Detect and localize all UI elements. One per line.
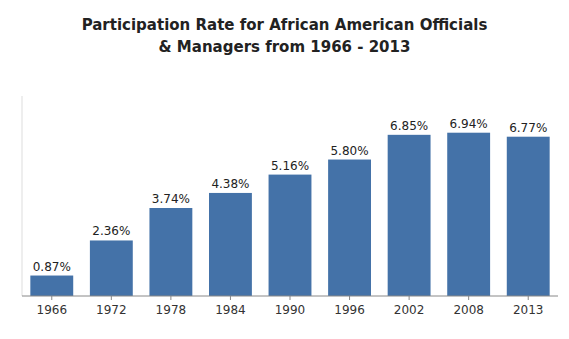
bar <box>149 208 192 296</box>
data-label: 5.16% <box>271 159 309 173</box>
background <box>0 0 569 339</box>
x-tick-label: 2008 <box>453 303 484 317</box>
x-tick-label: 1978 <box>156 303 187 317</box>
data-label: 6.85% <box>390 119 428 133</box>
bar <box>209 193 252 296</box>
x-tick <box>230 296 231 300</box>
x-tick <box>170 296 171 300</box>
x-tick-label: 1984 <box>215 303 246 317</box>
bar <box>90 240 133 296</box>
x-tick-label: 1966 <box>37 303 68 317</box>
data-label: 4.38% <box>211 177 249 191</box>
title-line: Participation Rate for African American … <box>82 16 488 34</box>
bar <box>447 133 490 296</box>
x-tick <box>290 296 291 300</box>
data-label: 3.74% <box>152 192 190 206</box>
x-tick <box>51 296 52 300</box>
x-tick <box>468 296 469 300</box>
x-tick <box>349 296 350 300</box>
data-label: 6.94% <box>450 117 488 131</box>
x-tick-label: 1990 <box>275 303 306 317</box>
x-tick <box>528 296 529 300</box>
title-line: & Managers from 1966 - 2013 <box>159 38 411 56</box>
bar <box>507 137 550 296</box>
bar <box>328 160 371 296</box>
x-tick-label: 1972 <box>96 303 127 317</box>
x-tick-label: 2002 <box>394 303 425 317</box>
data-label: 6.77% <box>509 121 547 135</box>
x-tick-label: 2013 <box>513 303 544 317</box>
title: Participation Rate for African American … <box>82 16 488 56</box>
chart: Participation Rate for African American … <box>0 0 569 339</box>
bars <box>30 133 549 296</box>
data-label: 5.80% <box>330 144 368 158</box>
x-tick-label: 1996 <box>334 303 365 317</box>
x-tick <box>111 296 112 300</box>
bar <box>30 276 73 296</box>
x-tick <box>409 296 410 300</box>
y-axis-line <box>22 96 23 296</box>
data-label: 2.36% <box>92 224 130 238</box>
bar <box>269 175 312 296</box>
bar <box>388 135 431 296</box>
data-label: 0.87% <box>33 260 71 274</box>
